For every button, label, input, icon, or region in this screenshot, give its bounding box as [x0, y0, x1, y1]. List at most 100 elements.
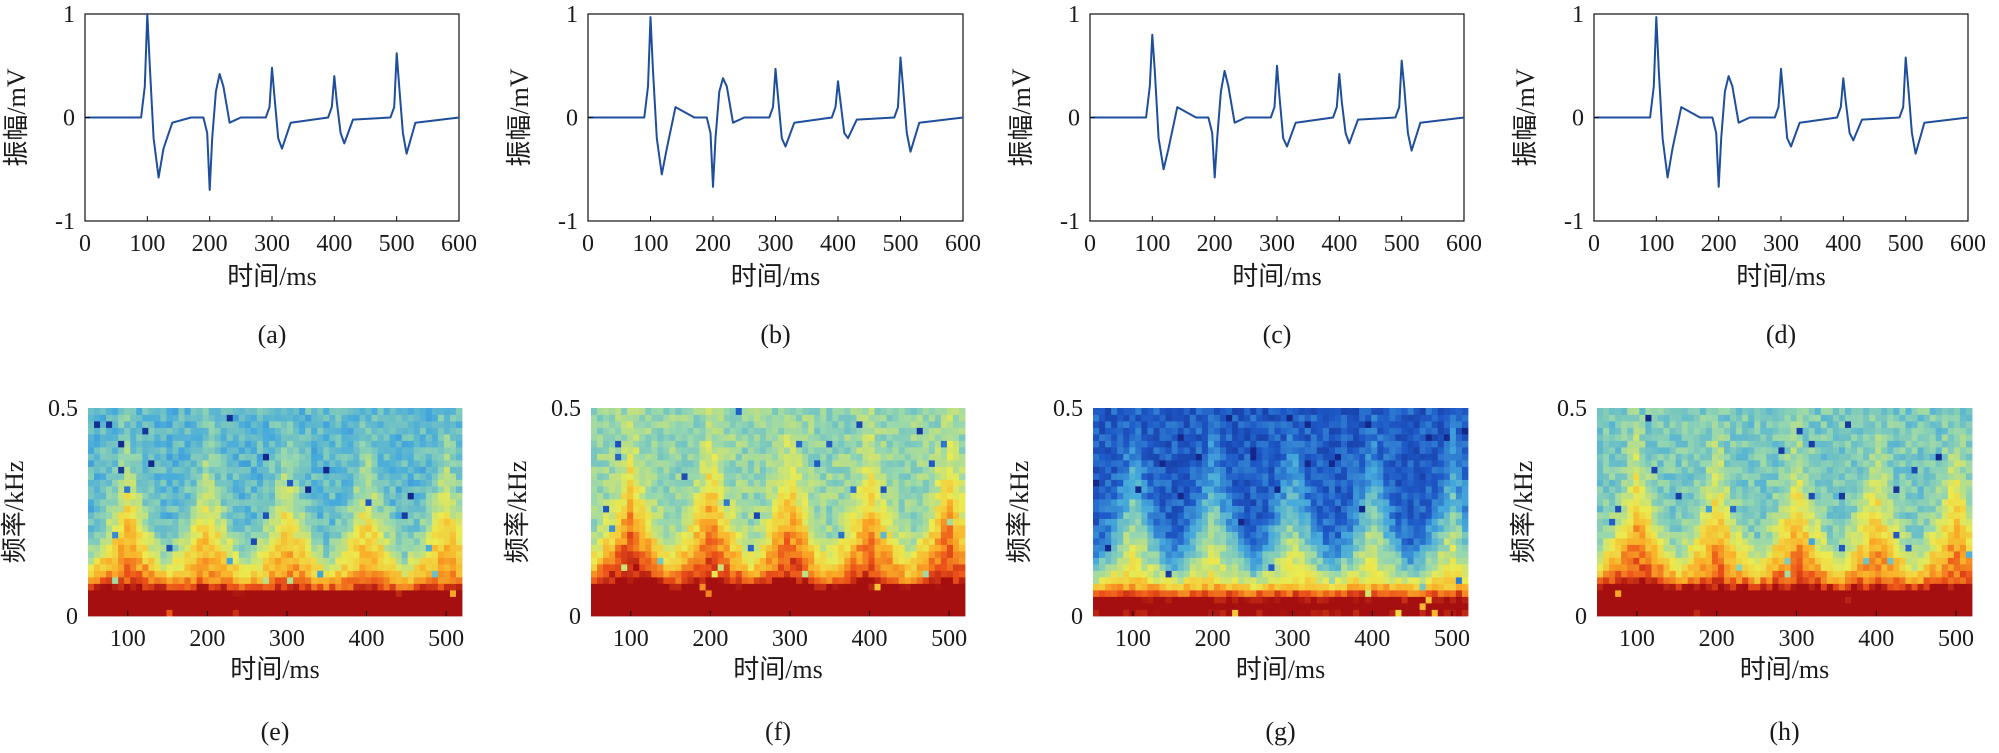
spectrogram-cell — [112, 453, 119, 461]
spectrogram-cell — [765, 512, 773, 519]
spectrogram-cell — [184, 408, 191, 415]
spectrogram-cell — [1213, 531, 1221, 539]
spectrogram-cell — [771, 499, 779, 506]
spectrogram-cell — [329, 473, 336, 480]
spectrogram-cell — [305, 538, 312, 545]
spectrogram-cell — [862, 596, 869, 604]
spectrogram-cell — [874, 421, 881, 428]
spectrogram-cell — [1135, 427, 1142, 435]
spectrogram-cell — [208, 460, 216, 467]
spectrogram-cell — [244, 603, 252, 610]
spectrogram-cell — [615, 473, 622, 480]
spectrogram-cell — [244, 453, 252, 461]
spectrogram-cell — [1159, 557, 1166, 565]
spectrogram-cell — [898, 492, 906, 500]
spectrogram-cell — [202, 421, 210, 428]
spectrogram-cell — [952, 414, 960, 422]
spectrogram-cell — [148, 434, 155, 441]
spectrogram-cell — [753, 577, 761, 584]
spectrogram-cell — [1171, 544, 1179, 552]
spectrogram-cell — [238, 544, 246, 552]
spectrogram-cell — [1111, 512, 1118, 519]
spectrogram-cell — [220, 505, 228, 513]
spectrogram-cell — [1250, 551, 1257, 558]
spectrogram-cell — [1177, 479, 1185, 487]
spectrogram-cell — [856, 447, 863, 454]
spectrogram-cell — [353, 564, 360, 571]
spectrogram-cell — [389, 596, 397, 604]
spectrogram-cell — [323, 453, 330, 461]
spectrogram-cell — [238, 570, 246, 578]
spectrogram-cell — [928, 492, 936, 500]
x-tick-label: 600 — [945, 231, 981, 257]
spectrogram-cell — [244, 596, 252, 604]
spectrogram-cell — [868, 408, 875, 415]
spectrogram-cell — [208, 486, 216, 493]
spectrogram-cell — [1105, 466, 1112, 474]
spectrogram-cell — [377, 596, 384, 604]
spectrogram-cell — [329, 499, 336, 506]
spectrogram-cell — [377, 408, 384, 415]
spectrogram-cell — [1232, 408, 1239, 415]
spectrogram-cell — [916, 434, 924, 441]
spectrogram-cell — [256, 570, 264, 578]
spectrogram-cell — [657, 499, 664, 506]
spectrogram-cell — [850, 538, 857, 545]
spectrogram-cell — [293, 505, 300, 513]
spectrogram-cell — [705, 414, 713, 422]
spectrogram-cell — [449, 603, 457, 610]
spectrogram-cell — [904, 440, 912, 448]
spectrogram-cell — [603, 538, 610, 545]
spectrogram-cell — [699, 479, 707, 487]
spectrogram-cell — [856, 590, 863, 597]
spectrogram-cell — [88, 492, 95, 500]
spectrogram-cell — [1111, 453, 1118, 461]
spectrogram-cell — [886, 518, 894, 526]
spectrogram-cell — [952, 473, 960, 480]
spectrogram-cell — [425, 453, 433, 461]
spectrogram-cell — [148, 492, 155, 500]
spectrogram-cell — [202, 486, 210, 493]
spectrogram-cell — [1111, 564, 1118, 571]
spectrogram-cell — [419, 525, 427, 532]
spectrogram-cell — [1238, 479, 1245, 487]
spectrogram-cell — [178, 525, 185, 532]
spectrogram-cell — [753, 570, 761, 578]
spectrogram-cell — [112, 505, 119, 513]
spectrogram-cell — [299, 453, 306, 461]
spectrogram-cell — [759, 609, 767, 617]
x-tick-label: 100 — [633, 231, 669, 257]
spectrogram-cell — [371, 596, 378, 604]
spectrogram-cell — [329, 492, 336, 500]
spectrogram-cell — [431, 427, 439, 435]
spectrogram-cell — [681, 434, 688, 441]
spectrogram-cell — [1099, 466, 1106, 474]
spectrogram-cell — [1238, 447, 1245, 454]
spectrogram-cell — [627, 486, 634, 493]
spectrogram-cell — [359, 473, 366, 480]
spectrogram-cell — [1141, 434, 1148, 441]
spectrogram-cell — [808, 421, 815, 428]
spectrogram-cell — [208, 596, 216, 604]
spectrogram-cell — [124, 466, 131, 474]
spectrogram-cell — [627, 603, 634, 610]
spectrogram-cell — [1117, 544, 1124, 552]
spectrogram-cell — [1141, 590, 1148, 597]
spectrogram-cell — [431, 557, 439, 565]
spectrogram-cell — [778, 505, 785, 513]
spectrogram-cell — [1256, 434, 1263, 441]
spectrogram-cell — [790, 570, 797, 578]
spectrogram-cell — [1123, 564, 1130, 571]
spectrogram-cell — [244, 466, 252, 474]
spectrogram-cell — [431, 460, 439, 467]
spectrogram-cell — [723, 505, 731, 513]
spectrogram-cell — [136, 603, 143, 610]
spectrogram-cell — [232, 531, 240, 539]
spectrogram-cell — [425, 512, 433, 519]
spectrogram-cell — [946, 408, 954, 415]
spectrogram-cell — [178, 557, 185, 565]
spectrogram-cell — [1105, 512, 1112, 519]
spectrogram-cell — [196, 466, 204, 474]
spectrogram-cell — [1099, 427, 1106, 435]
